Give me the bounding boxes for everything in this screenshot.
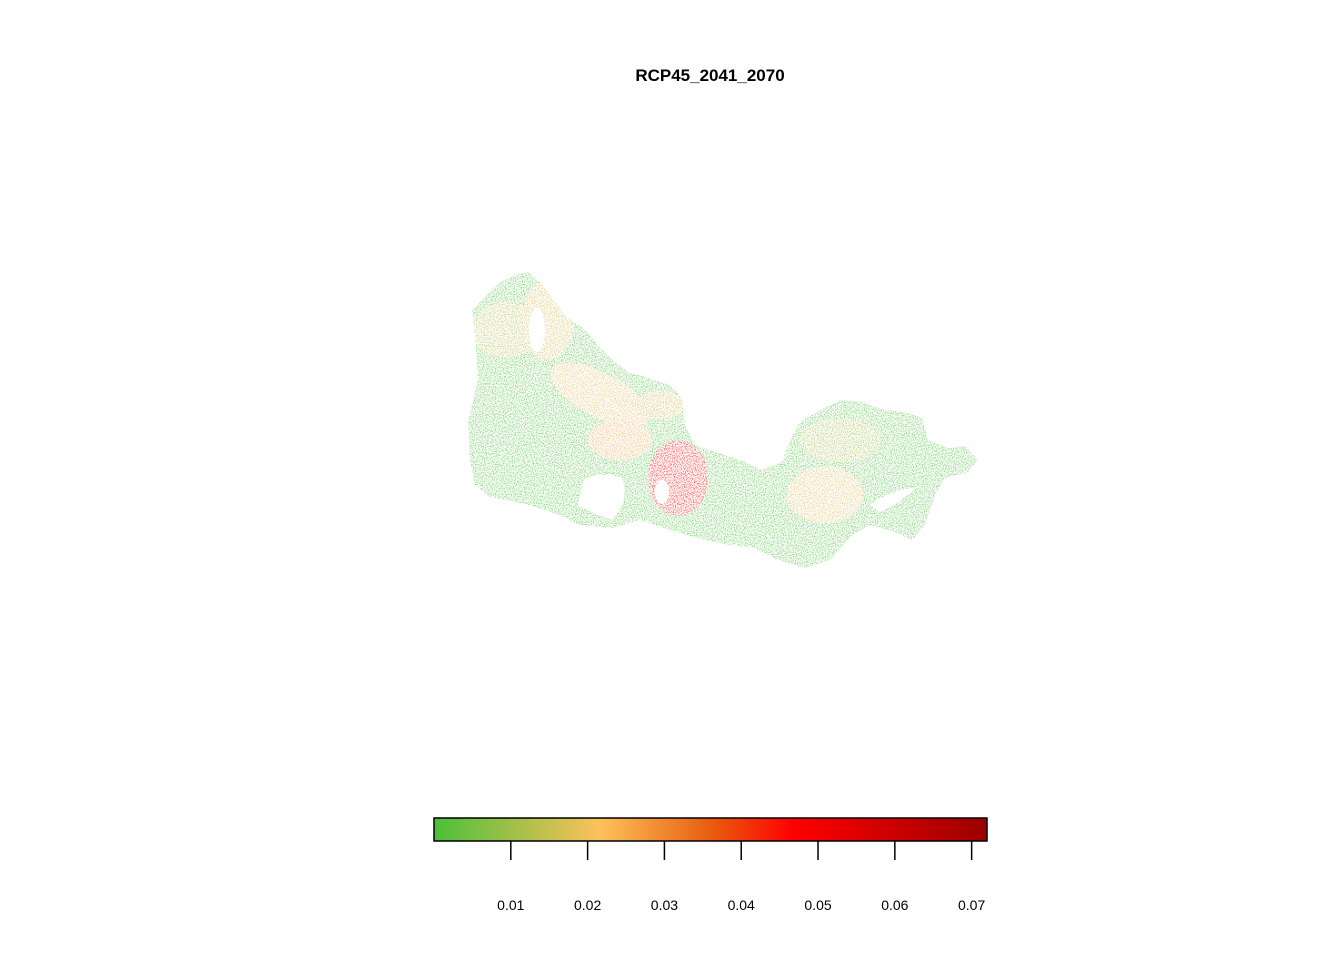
great-lakes-gap [578,474,625,520]
legend-color-bar [433,817,988,842]
lake-hole [655,480,669,504]
gulf-gap [870,488,915,512]
legend-tick-label: 0.02 [574,897,601,913]
map-title: RCP45_2041_2070 [635,66,785,85]
legend-tick-label: 0.06 [881,897,908,913]
legend-tick-label: 0.07 [958,897,985,913]
moderate-zone-central [635,391,685,419]
moderate-zone-northwest [473,302,537,358]
moderate-zone-east [800,418,880,462]
mountain-gap [529,308,545,352]
legend-tick-label: 0.04 [728,897,755,913]
elevated-zone-east [787,467,863,523]
legend-tick-label: 0.01 [497,897,524,913]
legend-tick-label: 0.05 [804,897,831,913]
elevated-zone-band [550,362,650,428]
legend-tick-label: 0.03 [651,897,678,913]
legend-ticks: 0.01 0.02 0.03 0.04 0.05 0.06 0.07 [497,841,985,913]
elevated-zone-central [588,420,652,460]
raster-map [468,272,978,568]
